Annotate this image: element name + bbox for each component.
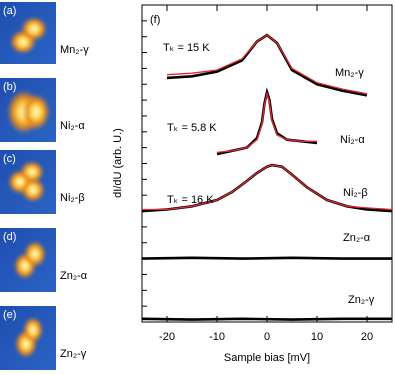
molecule-label: Ni₂-β	[60, 192, 85, 204]
series-label: Ni₂-β	[343, 187, 368, 199]
x-tick-label: -10	[209, 331, 225, 343]
panel-label: (c)	[3, 153, 16, 165]
stm-image	[0, 306, 56, 370]
panel-label: (e)	[3, 309, 16, 321]
fit-curve	[166, 34, 368, 95]
x-tick-label: 0	[264, 331, 270, 343]
x-tick-label: -20	[159, 331, 175, 343]
molecule-label: Zn₂-α	[60, 270, 88, 282]
kondo-temperature: Tₖ = 15 K	[163, 42, 210, 54]
panel-label: (b)	[3, 81, 16, 93]
panel-label: (f)	[150, 14, 160, 26]
stm-image	[0, 228, 56, 292]
series-label: Zn₂-α	[343, 232, 371, 244]
molecule-label: Zn₂-γ	[60, 348, 87, 360]
series-label: Mn₂-γ	[335, 67, 364, 79]
stm-image	[0, 78, 56, 142]
molecule-label: Mn₂-γ	[60, 44, 89, 56]
x-tick-label: 20	[361, 331, 373, 343]
y-axis-label: dI/dU (arb. U.)	[112, 128, 124, 198]
panel-label: (d)	[3, 231, 16, 243]
kondo-temperature: Tₖ = 5.8 K	[167, 122, 217, 134]
data-curve	[141, 256, 392, 260]
data-curve	[141, 317, 392, 321]
fit-curve	[142, 164, 393, 211]
data-curve	[216, 87, 318, 156]
fit-curve	[216, 91, 317, 154]
panel-label: (a)	[3, 5, 16, 17]
kondo-temperature: Tₖ = 16 K	[167, 194, 214, 206]
series-label: Zn₂-γ	[348, 294, 375, 306]
stm-image	[0, 150, 56, 214]
x-axis-label: Sample bias [mV]	[224, 352, 310, 364]
x-tick-label: 10	[311, 331, 323, 343]
stm-image	[0, 2, 56, 64]
molecule-label: Ni₂-α	[60, 120, 85, 132]
series-label: Ni₂-α	[340, 134, 365, 146]
